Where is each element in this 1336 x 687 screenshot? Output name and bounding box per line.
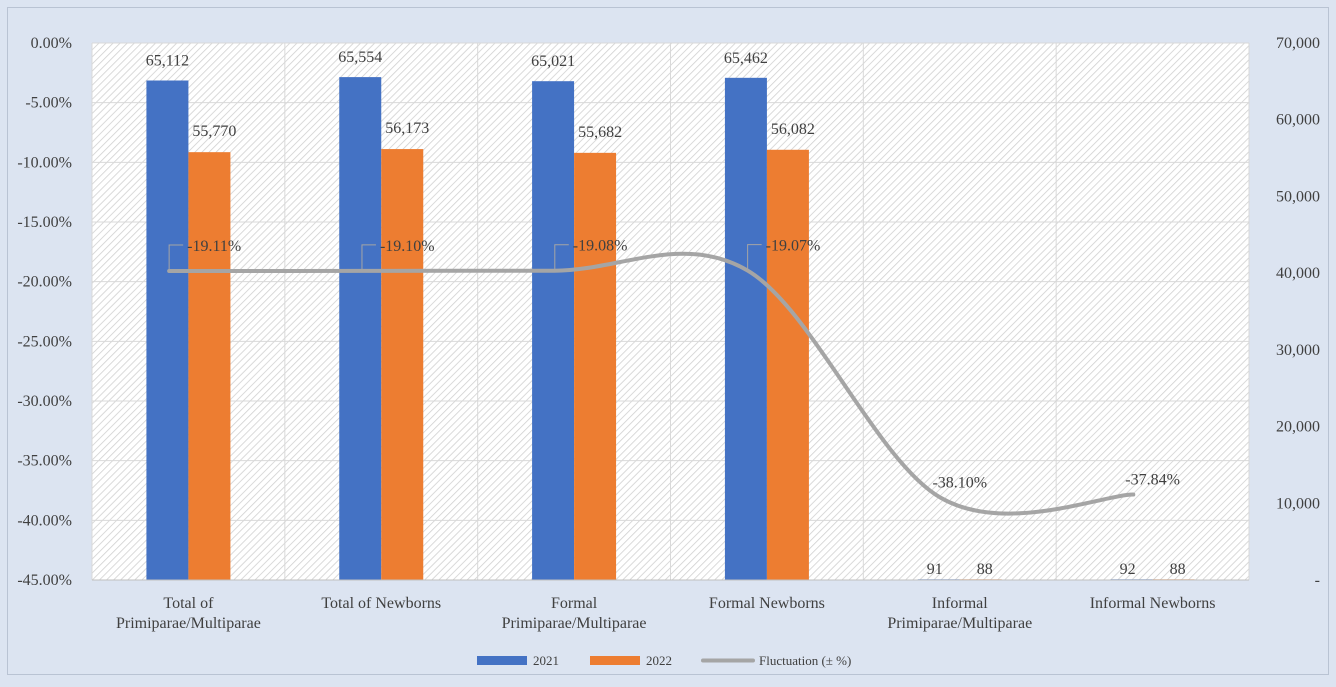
- bar-label: 91: [927, 561, 943, 578]
- line-label: -19.10%: [380, 238, 435, 255]
- legend-label: Fluctuation (± %): [759, 653, 851, 668]
- right-tick-label: 70,000: [1276, 35, 1320, 52]
- bar-label: 55,682: [578, 124, 622, 141]
- right-tick-label: 50,000: [1276, 188, 1320, 205]
- left-tick-label: -15.00%: [17, 214, 72, 231]
- category-label: Total of Newborns: [321, 595, 441, 612]
- leader-line: [554, 244, 569, 271]
- category-label: Total of: [163, 595, 214, 612]
- bar-label: 56,082: [771, 121, 815, 138]
- legend-swatch-2022: [590, 656, 640, 665]
- category-label: Informal Newborns: [1090, 595, 1216, 612]
- right-tick-label: 20,000: [1276, 419, 1320, 436]
- category-label: Formal Newborns: [709, 595, 825, 612]
- bar-2021-0: [146, 80, 189, 581]
- category-label: Primiparae/Multiparae: [502, 615, 647, 632]
- fluctuation-line: [167, 251, 1136, 516]
- bar-label: 88: [977, 561, 993, 578]
- category-label: Formal: [551, 595, 598, 612]
- left-tick-label: -10.00%: [17, 154, 72, 171]
- line-label: -19.08%: [573, 238, 628, 255]
- leader-line: [747, 244, 762, 271]
- left-tick-label: -20.00%: [17, 274, 72, 291]
- bar-label: 92: [1120, 561, 1136, 578]
- legend: 2021 2022 Fluctuation (± %): [477, 653, 851, 668]
- left-tick-label: -40.00%: [17, 512, 72, 529]
- bar-label: 56,173: [385, 120, 429, 137]
- right-tick-label: -: [1315, 572, 1320, 589]
- bar-label: 65,112: [146, 52, 189, 69]
- line-label: -19.11%: [187, 238, 241, 255]
- bar-2022-0: [188, 152, 231, 580]
- right-tick-label: 60,000: [1276, 112, 1320, 129]
- bar-2022-2: [574, 152, 617, 580]
- line-label: -37.84%: [1125, 472, 1180, 489]
- left-tick-label: -25.00%: [17, 333, 72, 350]
- bar-2022-3: [766, 149, 809, 581]
- bar-label: 55,770: [192, 123, 236, 140]
- bar-series: [146, 77, 1195, 581]
- line-label: -19.07%: [766, 238, 821, 255]
- line-label: -38.10%: [932, 475, 987, 492]
- bar-2022-1: [381, 149, 424, 580]
- left-tick-label: -45.00%: [17, 572, 72, 589]
- legend-label: 2021: [533, 653, 559, 668]
- category-label: Informal: [932, 595, 989, 612]
- bar-2021-1: [339, 77, 382, 580]
- right-tick-label: 40,000: [1276, 265, 1320, 282]
- chart-area-border: [7, 7, 1329, 675]
- bar-2021-2: [532, 81, 575, 580]
- bar-label: 65,554: [338, 49, 382, 66]
- left-tick-label: -30.00%: [17, 393, 72, 410]
- right-tick-label: 30,000: [1276, 342, 1320, 359]
- bar-label: 65,021: [531, 53, 575, 70]
- left-tick-label: -35.00%: [17, 453, 72, 470]
- left-tick-label: -5.00%: [25, 95, 72, 112]
- bar-2021-3: [724, 77, 767, 581]
- legend-label: 2022: [646, 653, 672, 668]
- category-label: Primiparae/Multiparae: [887, 615, 1032, 632]
- axes: 0.00% -5.00% -10.00% -15.00% -20.00% -25.00% -…: [17, 35, 1320, 632]
- category-label: Primiparae/Multiparae: [116, 615, 261, 632]
- bar-label: 88: [1170, 561, 1186, 578]
- legend-swatch-2021: [477, 656, 527, 665]
- leader-line: [361, 244, 376, 271]
- leader-line: [168, 244, 184, 272]
- right-tick-label: 10,000: [1276, 495, 1320, 512]
- left-tick-label: 0.00%: [31, 35, 72, 52]
- bar-label: 65,462: [724, 50, 768, 67]
- data-labels: 65,112 65,554 65,021 65,462 91 92 55,770 56,173…: [146, 49, 1186, 578]
- line-series: [167, 244, 1136, 516]
